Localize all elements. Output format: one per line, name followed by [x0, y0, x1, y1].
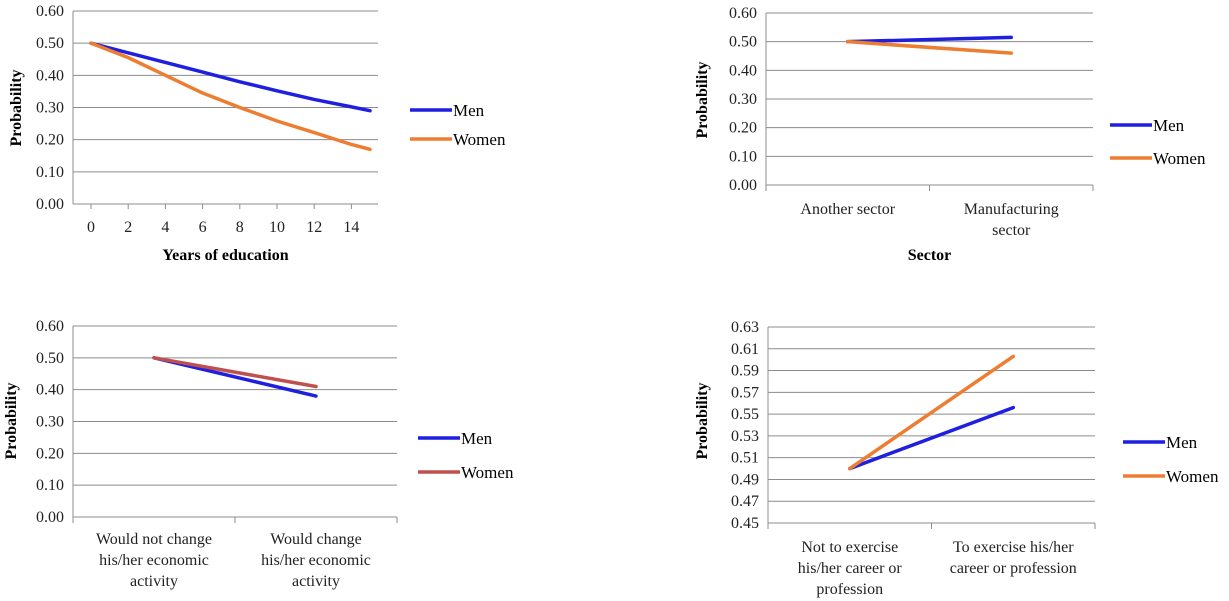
y-tick-label: 0.45	[731, 515, 759, 532]
x-category-label: Would not change	[96, 531, 212, 548]
y-tick-label: 0.51	[731, 450, 759, 467]
series-line-women	[152, 356, 318, 389]
y-tick-label: 0.30	[36, 414, 64, 431]
x-category-label: To exercise his/her	[953, 539, 1074, 556]
legend-label-men: Men	[453, 101, 485, 120]
y-axis-title: Probability	[8, 69, 25, 146]
x-tick-label: 6	[199, 219, 207, 236]
y-tick-label: 0.50	[729, 34, 757, 51]
x-axis-title: Years of education	[162, 247, 288, 264]
chart-panel-1: 0.00 0.10 0.20 0.30 0.40 0.50 0.60 0 2 4 6 8 10 12 14 Y…	[8, 3, 506, 264]
y-tick-label: 0.50	[36, 350, 64, 367]
x-category-label: his/her economic	[261, 552, 371, 569]
legend-label-men: Men	[1153, 116, 1185, 135]
y-axis-title: Probability	[694, 61, 711, 138]
x-category-label: career or profession	[950, 560, 1077, 577]
y-tick-label: 0.20	[36, 132, 64, 149]
y-tick-label: 0.63	[731, 319, 759, 336]
series-line-women	[89, 41, 372, 152]
y-tick-label: 0.20	[36, 445, 64, 462]
series-line-men	[848, 405, 1015, 471]
series-line-men	[89, 41, 372, 113]
y-tick-label: 0.30	[36, 100, 64, 117]
y-tick-label: 0.61	[731, 341, 759, 358]
series-line-men	[846, 35, 1013, 44]
y-tick-label: 0.60	[36, 3, 64, 20]
y-tick-label: 0.60	[36, 318, 64, 335]
y-tick-label: 0.53	[731, 428, 759, 445]
x-tick-label: 2	[124, 219, 132, 236]
y-axis-title: Probability	[3, 382, 20, 459]
y-tick-label: 0.60	[729, 5, 757, 22]
y-tick-label: 0.49	[731, 471, 759, 488]
x-category-label: sector	[992, 222, 1031, 239]
legend-label-women: Women	[453, 130, 506, 149]
chart-panel-3: 0.00 0.10 0.20 0.30 0.40 0.50 0.60 Would not ch…	[3, 318, 514, 590]
chart-panel-4: 0.45 0.47 0.49 0.51 0.53 0.55 0.57 0.59 0.61 0.63…	[694, 319, 1219, 598]
x-tick-label: 8	[236, 219, 244, 236]
y-tick-label: 0.10	[36, 477, 64, 494]
x-tick-label: 0	[87, 219, 95, 236]
x-axis-title: Sector	[908, 247, 952, 264]
chart-panel-2: 0.00 0.10 0.20 0.30 0.40 0.50 0.60 Another sect…	[694, 5, 1206, 264]
x-tick-label: 4	[161, 219, 169, 236]
y-tick-label: 0.55	[731, 406, 759, 423]
x-category-label: activity	[292, 573, 340, 590]
legend-label-women: Women	[461, 463, 514, 482]
x-category-label: activity	[130, 573, 178, 590]
x-category-label: his/her career or	[798, 560, 903, 577]
y-tick-label: 0.57	[731, 384, 759, 401]
y-tick-label: 0.40	[36, 67, 64, 84]
series-line-women	[848, 354, 1015, 471]
x-tick-label: 10	[269, 219, 285, 236]
y-tick-label: 0.47	[731, 493, 759, 510]
x-tick-label: 12	[306, 219, 322, 236]
y-tick-label: 0.10	[36, 164, 64, 181]
y-tick-label: 0.20	[729, 120, 757, 137]
legend-label-women: Women	[1166, 467, 1219, 486]
y-tick-label: 0.00	[729, 177, 757, 194]
x-category-label: Another sector	[800, 201, 895, 218]
x-category-label: his/her economic	[99, 552, 209, 569]
x-category-label: Manufacturing	[964, 201, 1059, 218]
y-axis-title: Probability	[694, 382, 711, 459]
y-tick-label: 0.59	[731, 363, 759, 380]
legend-label-women: Women	[1153, 149, 1206, 168]
y-tick-label: 0.30	[729, 91, 757, 108]
y-tick-label: 0.10	[729, 148, 757, 165]
x-category-label: profession	[816, 581, 883, 598]
y-tick-label: 0.00	[36, 509, 64, 526]
series-line-women	[846, 39, 1013, 55]
x-category-label: Would change	[270, 531, 362, 548]
y-tick-label: 0.00	[36, 196, 64, 213]
x-tick-label: 14	[343, 219, 359, 236]
legend-label-men: Men	[1166, 433, 1198, 452]
legend-label-men: Men	[461, 429, 493, 448]
y-tick-label: 0.40	[36, 382, 64, 399]
y-tick-label: 0.40	[729, 62, 757, 79]
y-tick-label: 0.50	[36, 35, 64, 52]
x-category-label: Not to exercise	[801, 539, 898, 556]
